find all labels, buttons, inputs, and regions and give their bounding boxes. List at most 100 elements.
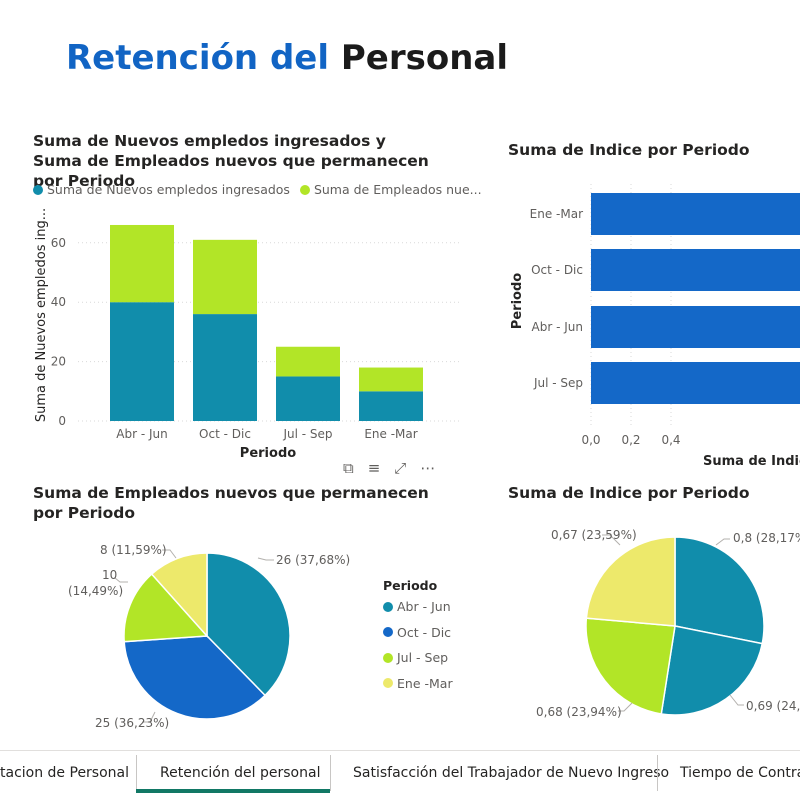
leader-line — [257, 557, 274, 561]
legend-dot-abr-jun — [383, 601, 393, 612]
pie-slice — [660, 625, 764, 716]
data-label: 25 (36,23%) — [95, 716, 169, 730]
pie1-legend-label: Abr - Jun — [397, 599, 451, 614]
legend-dot-lime — [299, 184, 310, 195]
stacked-chart-title: Suma de Nuevos empledos ingresados y Sum… — [33, 132, 429, 190]
copy-icon[interactable]: ⧉ — [343, 459, 354, 477]
data-label: 10 — [102, 568, 117, 582]
tab-satisfaccion-trabajador[interactable]: Satisfacción del Trabajador de Nuevo Ing… — [353, 765, 670, 781]
stacked-chart-legend[interactable]: Suma de Nuevos empledos ingresados Suma … — [33, 182, 482, 197]
bar-segment — [276, 376, 340, 421]
pie1-title: Suma de Empleados nuevos que permanecen … — [33, 484, 429, 522]
pie-chart-indice[interactable]: 0,8 (28,17%) 0,69 (24,3 0,68 (23,94%) 0,67 … — [520, 515, 800, 745]
leader-line — [142, 711, 156, 723]
pie1-legend-label: Jul - Sep — [397, 650, 449, 665]
bar — [591, 249, 800, 291]
y-axis-title: Suma de Nuevos empledos ing... — [34, 208, 49, 422]
visual-header-icons: ⧉ ≡ ⤢ ⋯ — [343, 459, 435, 477]
legend-label-nuevos: Suma de Nuevos empledos ingresados — [47, 182, 290, 197]
data-label: 0,69 (24,3 — [746, 699, 800, 713]
tab-separator — [657, 755, 658, 791]
page-title: Retención del Personal — [66, 38, 508, 78]
pie1-legend-label: Ene -Mar — [397, 675, 453, 691]
tab-retencion-personal[interactable]: Retención del personal — [160, 765, 321, 781]
leader-line — [602, 534, 621, 546]
tab-tiempo-contratacion[interactable]: Tiempo de Contrata — [680, 765, 800, 781]
y-tick-label: Oct - Dic — [531, 263, 583, 277]
y-tick-label: Ene -Mar — [530, 207, 583, 221]
pie-slice — [123, 635, 267, 720]
hbar-chart-title: Suma de Indice por Periodo — [508, 141, 750, 159]
bar-segment — [110, 224, 174, 303]
data-label: 0,67 (23,59%) — [551, 528, 637, 542]
y-tick-label: 60 — [51, 236, 66, 250]
pie-slice — [585, 536, 676, 627]
bar — [591, 362, 800, 404]
legend-dot-oct-dic — [383, 627, 393, 637]
legend-item-permanecen[interactable]: Suma de Empleados nue... — [299, 182, 482, 197]
legend-item-nuevos[interactable]: Suma de Nuevos empledos ingresados — [33, 182, 290, 197]
y-axis-title: Periodo — [510, 273, 525, 329]
y-tick-label: Abr - Jun — [532, 320, 583, 334]
pie1-legend-item[interactable]: Jul - Sep — [383, 650, 453, 676]
x-axis-title: Periodo — [240, 446, 296, 461]
bar — [591, 193, 800, 235]
bar-segment — [110, 302, 174, 421]
horizontal-bar-chart[interactable]: 0,0 0,2 0,4 Ene -Mar Oct - Dic Abr - Jun Jul -… — [490, 180, 800, 475]
tab-rotacion-personal[interactable]: tacion de Personal — [0, 765, 130, 781]
bar-segment — [359, 367, 423, 392]
bar-segment — [193, 239, 257, 315]
page-title-part1: Retención del — [66, 38, 330, 78]
page-title-part2: Personal — [340, 38, 509, 78]
leader-line — [618, 702, 633, 712]
pie-slice — [585, 617, 676, 715]
bar-segment — [359, 391, 423, 421]
leader-line — [162, 549, 177, 559]
tab-separator — [330, 755, 331, 791]
x-tick-label: 0,0 — [581, 433, 600, 447]
data-label: 8 (11,59%) — [100, 543, 167, 557]
pie-slice — [206, 552, 291, 697]
pie1-legend-item[interactable]: Oct - Dic — [383, 625, 453, 651]
pie1-legend-item[interactable]: Abr - Jun — [383, 599, 453, 625]
x-tick-label: 0,2 — [621, 433, 640, 447]
pie-slice — [674, 536, 765, 645]
bar-segment — [193, 314, 257, 421]
bar — [591, 306, 800, 348]
more-options-icon[interactable]: ⋯ — [420, 459, 436, 477]
data-label: (14,49%) — [68, 584, 123, 598]
filter-icon[interactable]: ≡ — [367, 459, 381, 477]
legend-dot-ene-mar — [383, 678, 393, 688]
x-tick-label: 0,4 — [661, 433, 680, 447]
focus-mode-icon[interactable]: ⤢ — [394, 459, 407, 477]
y-tick-label: Jul - Sep — [533, 376, 583, 390]
legend-label-permanecen: Suma de Empleados nue... — [313, 182, 482, 197]
x-tick-label: Jul - Sep — [282, 427, 332, 441]
x-tick-label: Oct - Dic — [199, 427, 251, 441]
pie1-legend-item[interactable]: Ene -Mar — [383, 676, 453, 702]
y-tick-label: 40 — [51, 295, 66, 309]
data-label: 0,68 (23,94%) — [536, 705, 622, 719]
leader-line — [114, 577, 128, 583]
y-tick-label: 20 — [51, 355, 66, 369]
data-label: 0,8 (28,17%) — [733, 531, 800, 545]
active-tab-indicator — [136, 789, 330, 793]
pie1-legend: Periodo Abr - Jun Oct - Dic Jul - Sep En… — [383, 578, 453, 701]
pie-chart-empleados[interactable]: 26 (37,68%) 25 (36,23%) 10 (14,49%) 8 (11,59… — [0, 520, 380, 745]
pie1-legend-title: Periodo — [383, 578, 438, 593]
pie1-legend-label: Oct - Dic — [397, 624, 452, 640]
pie2-title: Suma de Indice por Periodo — [508, 484, 750, 502]
page-tabs-bar: tacion de Personal Retención del persona… — [0, 750, 800, 801]
legend-dot-jul-sep — [383, 652, 393, 663]
y-tick-label: 0 — [58, 414, 66, 428]
pie-slice — [150, 552, 208, 638]
legend-dot-teal — [33, 184, 43, 195]
x-tick-label: Abr - Jun — [116, 427, 167, 441]
tab-separator — [136, 755, 137, 791]
leader-line — [715, 538, 730, 546]
x-axis-title: Suma de Indice — [703, 454, 800, 469]
stacked-column-chart[interactable]: 0 20 40 60 Abr - Jun Oct - Dic Jul - Sep Ene -M… — [0, 195, 480, 465]
pie-slice — [123, 573, 209, 643]
data-label: 26 (37,68%) — [276, 553, 350, 567]
leader-line — [729, 694, 744, 706]
